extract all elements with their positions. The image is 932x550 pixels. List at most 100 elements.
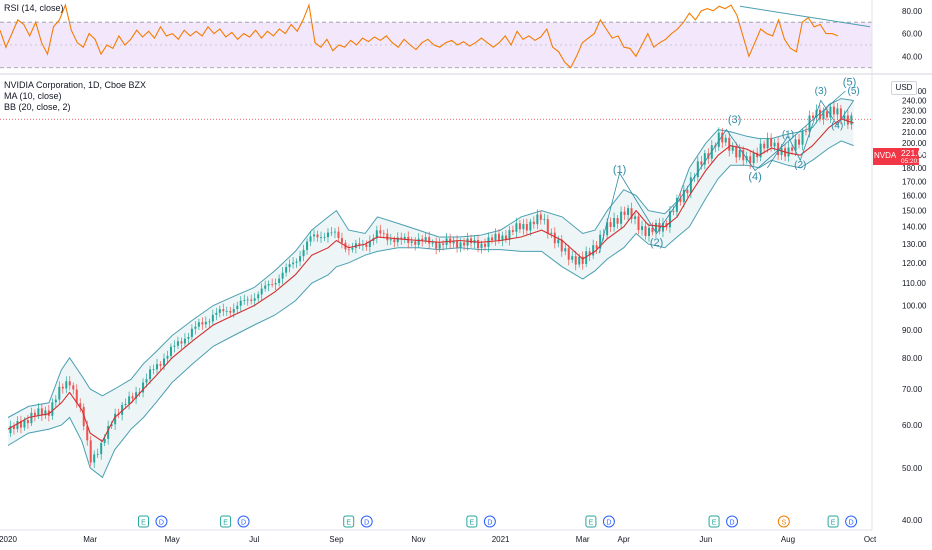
earnings-marker <box>827 515 839 528</box>
candle-body <box>222 309 225 312</box>
event-marker-letter: D <box>364 520 369 527</box>
candle-body <box>630 208 633 219</box>
price-tick-label: 70.00 <box>902 385 923 394</box>
elliott-wave-path <box>598 90 846 254</box>
candle-body <box>400 237 403 240</box>
candle-body <box>846 115 849 125</box>
candle-body <box>689 177 692 194</box>
candle-body <box>379 230 382 234</box>
candle-body <box>532 221 535 225</box>
candle-body <box>735 146 738 158</box>
candle-body <box>724 137 727 143</box>
last-price-value: 221.60 <box>901 148 927 158</box>
candle-body <box>459 242 462 248</box>
candle-body <box>770 137 773 147</box>
candle-body <box>239 300 242 306</box>
earnings-marker <box>708 515 720 528</box>
candle-body <box>620 211 623 224</box>
earnings-marker <box>343 515 355 528</box>
candle-body <box>417 238 420 245</box>
price-tick-label: 180.00 <box>902 164 927 173</box>
candle-body <box>808 115 811 132</box>
candle-body <box>204 321 207 325</box>
event-marker-letter: D <box>849 520 854 527</box>
candle-body <box>215 312 218 315</box>
candle-body <box>585 251 588 264</box>
candle-body <box>571 256 574 260</box>
candle-body <box>396 237 399 243</box>
price-axis[interactable]: 250.00240.00230.00220.00210.00200.00190.… <box>902 87 927 525</box>
candle-body <box>456 240 459 248</box>
candle-body <box>68 381 71 386</box>
candle-body <box>128 396 131 404</box>
candle-body <box>326 232 329 238</box>
candle-body <box>37 408 40 416</box>
time-tick-label: Aug <box>781 535 795 544</box>
candle-body <box>201 322 204 325</box>
candle-body <box>798 139 801 145</box>
elliott-wave-label: (3) <box>815 86 827 97</box>
symbol-title[interactable]: NVIDIA Corporation, 1D, Cboe BZX <box>4 80 147 90</box>
candle-body <box>19 421 22 428</box>
candle-body <box>428 237 431 244</box>
candle-body <box>721 132 724 143</box>
bar-countdown: 05:20:37 <box>901 158 927 165</box>
candle-body <box>299 256 302 262</box>
bb-legend-label[interactable]: BB (20, close, 2) <box>4 102 71 112</box>
candle-body <box>61 386 64 389</box>
price-tick-label: 80.00 <box>902 354 923 363</box>
candle-body <box>752 152 755 164</box>
candle-body <box>96 454 99 455</box>
candle-body <box>149 369 152 380</box>
candle-body <box>145 379 148 383</box>
candle-body <box>791 147 794 151</box>
candle-body <box>567 248 570 260</box>
candle-body <box>89 440 92 463</box>
candle-body <box>811 115 814 118</box>
candle-body <box>560 239 563 252</box>
candle-body <box>749 156 752 164</box>
currency-button[interactable]: USD <box>891 81 917 95</box>
candle-body <box>477 239 480 249</box>
rsi-line <box>0 3 839 69</box>
candle-body <box>773 142 776 147</box>
candle-body <box>288 264 291 268</box>
candle-body <box>246 299 249 301</box>
candle-body <box>766 137 769 149</box>
candle-body <box>668 211 671 228</box>
ma-legend-label[interactable]: MA (10, close) <box>4 91 62 101</box>
candle-body <box>347 249 350 251</box>
candle-body <box>717 132 720 147</box>
candle-body <box>703 153 706 165</box>
time-axis[interactable]: 2020 Mar May Jul Sep Nov 2021 Mar Apr Jun Aug Oct <box>0 535 877 544</box>
candle-body <box>759 143 762 158</box>
candle-body <box>543 219 546 220</box>
candle-body <box>365 244 368 247</box>
candle-body <box>159 364 162 366</box>
candle-body <box>654 223 657 233</box>
candle-body <box>333 231 336 233</box>
candle-body <box>843 115 846 121</box>
candle-body <box>609 222 612 227</box>
candle-body <box>100 443 103 455</box>
dividend-marker <box>155 515 168 528</box>
candle-body <box>218 309 221 313</box>
candle-body <box>829 106 832 118</box>
candle-body <box>281 272 284 279</box>
candle-body <box>393 239 396 243</box>
event-marker-letter: E <box>141 520 146 527</box>
candle-body <box>686 189 689 194</box>
candle-body <box>484 243 487 247</box>
candle-body <box>682 189 685 202</box>
candle-body <box>756 152 759 158</box>
candle-body <box>623 211 626 216</box>
candle-body <box>260 288 263 295</box>
event-marker-letter: S <box>782 520 787 527</box>
candle-body <box>805 131 808 132</box>
candle-body <box>539 214 542 220</box>
candle-body <box>508 230 511 240</box>
candle-body <box>550 232 553 234</box>
candle-body <box>466 238 469 246</box>
candle-body <box>661 223 664 232</box>
price-tick-label: 120.00 <box>902 259 927 268</box>
